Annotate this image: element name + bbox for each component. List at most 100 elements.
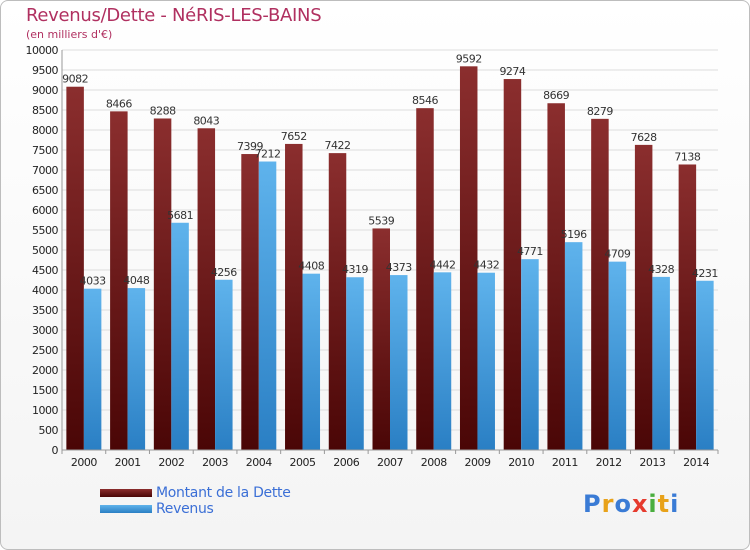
x-tick-label-2011: 2011 <box>552 456 578 469</box>
x-tick-label-2005: 2005 <box>290 456 316 469</box>
data-label-debt-2002: 8288 <box>150 104 176 117</box>
data-label-debt-2007: 5539 <box>368 214 394 227</box>
bar-debt-2009 <box>459 66 478 450</box>
y-tick-label-7500: 7500 <box>32 144 58 157</box>
legend-label-debt: Montant de la Dette <box>156 485 291 501</box>
y-tick-label-8500: 8500 <box>32 104 58 117</box>
bar-debt-2002 <box>153 118 172 450</box>
bar-revenue-2001 <box>127 288 146 450</box>
data-label-debt-2012: 8279 <box>587 105 613 118</box>
y-tick-label-6500: 6500 <box>32 184 58 197</box>
bar-revenue-2004 <box>258 161 277 450</box>
y-tick-label-1000: 1000 <box>32 404 58 417</box>
bar-debt-2007 <box>372 228 390 450</box>
data-label-revenue-2012: 4709 <box>604 248 630 261</box>
axes: 0 500 1000 1500 2000 2500 3000 3500 4000 4500 5000… <box>26 44 719 469</box>
data-label-debt-2003: 8043 <box>193 114 219 127</box>
y-tick-label-2500: 2500 <box>32 344 58 357</box>
x-tick-label-2007: 2007 <box>377 456 403 469</box>
y-tick-label-500: 500 <box>39 424 59 437</box>
data-label-revenue-2003: 4256 <box>211 266 237 279</box>
y-tick-label-3000: 3000 <box>32 324 58 337</box>
data-label-debt-2010: 9274 <box>499 65 525 78</box>
logo-letter: t <box>657 490 671 518</box>
bar-debt-2006 <box>328 153 347 450</box>
bar-debt-2011 <box>547 103 565 451</box>
data-label-revenue-2004: 7212 <box>255 148 281 161</box>
bar-debt-2014 <box>678 164 697 451</box>
y-tick-label-3500: 3500 <box>32 304 58 317</box>
x-tick-label-2002: 2002 <box>158 456 184 469</box>
legend-label-revenue: Revenus <box>156 501 214 517</box>
logo-letter: x <box>631 490 649 518</box>
bar-debt-2000 <box>66 86 84 450</box>
x-tick-label-2009: 2009 <box>464 456 490 469</box>
data-label-revenue-2014: 4231 <box>692 267 718 280</box>
legend-item-debt: Montant de la Dette <box>100 485 291 501</box>
data-label-debt-2001: 8466 <box>106 97 132 110</box>
bar-revenue-2007 <box>390 275 408 450</box>
proxiti-logo: Proxiti <box>583 490 679 518</box>
x-tick-label-2003: 2003 <box>202 456 228 469</box>
x-tick-label-2004: 2004 <box>246 456 272 469</box>
chart-title: Revenus/Dette - NéRIS-LES-BAINS <box>26 5 322 26</box>
bar-debt-2012 <box>591 118 609 450</box>
logo-letter: i <box>648 490 658 518</box>
bar-debt-2013 <box>634 144 653 450</box>
y-tick-label-4500: 4500 <box>32 264 58 277</box>
bar-revenue-2003 <box>215 279 233 450</box>
data-label-revenue-2011: 5196 <box>561 228 587 241</box>
data-label-revenue-2009: 4432 <box>473 259 499 272</box>
bar-debt-2001 <box>110 111 128 451</box>
y-tick-label-7000: 7000 <box>32 164 58 177</box>
bar-revenue-2011 <box>564 242 583 450</box>
data-label-revenue-2000: 4033 <box>80 275 106 288</box>
x-tick-label-2013: 2013 <box>639 456 665 469</box>
bar-debt-2004 <box>241 154 259 451</box>
data-label-debt-2000: 9082 <box>62 73 88 86</box>
bars <box>66 66 714 451</box>
legend: Montant de la Dette Revenus <box>100 485 291 517</box>
bar-revenue-2014 <box>696 280 714 450</box>
logo-letter: P <box>583 490 602 518</box>
bar-revenue-2013 <box>652 276 670 450</box>
bar-revenue-2006 <box>346 277 364 450</box>
data-label-debt-2005: 7652 <box>281 130 307 143</box>
y-tick-label-4000: 4000 <box>32 284 58 297</box>
legend-swatch-debt <box>100 489 152 497</box>
y-tick-label-6000: 6000 <box>32 204 58 217</box>
y-tick-label-0: 0 <box>52 444 59 457</box>
y-tick-label-9000: 9000 <box>32 84 58 97</box>
data-label-revenue-2008: 4442 <box>429 258 455 271</box>
data-label-debt-2014: 7138 <box>674 150 700 163</box>
y-tick-label-8000: 8000 <box>32 124 58 137</box>
data-label-revenue-2002: 5681 <box>167 209 193 222</box>
y-tick-label-5000: 5000 <box>32 244 58 257</box>
logo-letter: r <box>601 490 615 518</box>
data-label-debt-2011: 8669 <box>543 89 569 102</box>
bar-revenue-2008 <box>433 272 452 450</box>
x-tick-label-2014: 2014 <box>683 456 709 469</box>
data-labels: 9082 4033 8466 4048 8288 5681 8043 4256 73997212… <box>62 52 718 287</box>
logo-letter: i <box>670 490 680 518</box>
data-label-revenue-2007: 4373 <box>386 261 412 274</box>
bar-revenue-2010 <box>521 259 539 450</box>
x-tick-label-2001: 2001 <box>115 456 141 469</box>
legend-item-revenue: Revenus <box>100 501 291 517</box>
data-label-debt-2009: 9592 <box>456 52 482 65</box>
data-label-debt-2013: 7628 <box>631 131 657 144</box>
data-label-revenue-2001: 4048 <box>123 274 149 287</box>
data-label-revenue-2010: 4771 <box>517 245 543 258</box>
x-tick-label-2008: 2008 <box>421 456 447 469</box>
bar-debt-2010 <box>503 79 522 450</box>
y-tick-label-1500: 1500 <box>32 384 58 397</box>
y-tick-label-2000: 2000 <box>32 364 58 377</box>
y-tick-label-5500: 5500 <box>32 224 58 237</box>
bar-revenue-2005 <box>302 273 321 450</box>
data-label-revenue-2006: 4319 <box>342 263 368 276</box>
logo-letter: o <box>614 490 632 518</box>
y-tick-label-9500: 9500 <box>32 64 58 77</box>
bar-revenue-2009 <box>477 272 495 450</box>
data-label-debt-2006: 7422 <box>325 139 351 152</box>
